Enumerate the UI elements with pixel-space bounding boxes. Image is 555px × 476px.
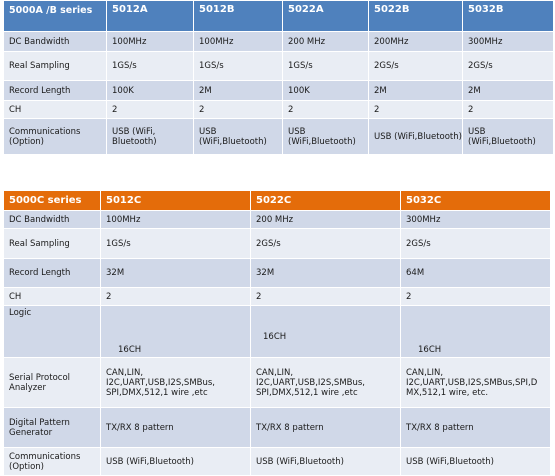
logic-channels: 16CH xyxy=(263,331,287,342)
table-cell: 2GS/s xyxy=(250,228,401,259)
table-header-row: 5000C series 5012C 5022C 5032C xyxy=(3,190,551,211)
header-cell-model: 5032C xyxy=(400,190,551,211)
header-cell-model: 5012B xyxy=(193,0,283,32)
header-cell-model: 5032B xyxy=(462,0,554,32)
table-row: DC Bandwidth 100MHz 100MHz 200 MHz 200MH… xyxy=(3,31,554,52)
table-5000ab-series: 5000A /B series 5012A 5012B 5022A 5022B … xyxy=(3,0,554,155)
table-cell: 2M xyxy=(368,80,463,101)
header-cell-series: 5000A /B series xyxy=(3,0,107,32)
table-row: Record Length 100K 2M 100K 2M 2M xyxy=(3,80,554,101)
row-label: Real Sampling xyxy=(3,228,101,259)
table-cell: TX/RX 8 pattern xyxy=(250,407,401,448)
table-cell: 200 MHz xyxy=(282,31,369,52)
table-row: Communications (Option) USB (WiFi,Blueto… xyxy=(3,447,551,476)
table-cell: USB (WiFi,Bluetooth) xyxy=(368,118,463,155)
row-label: Communications (Option) xyxy=(3,447,101,476)
table-cell: USB (WiFi,Bluetooth) xyxy=(250,447,401,476)
table-cell: 100K xyxy=(106,80,194,101)
table-cell: 16CH xyxy=(100,305,251,358)
table-cell: 100MHz xyxy=(106,31,194,52)
table-cell: 300MHz xyxy=(462,31,554,52)
table-cell: 100MHz xyxy=(193,31,283,52)
table-row: Logic 16CH 16CH 16CH xyxy=(3,305,551,358)
row-label: Record Length xyxy=(3,258,101,288)
table-cell: 16CH xyxy=(250,305,401,358)
table-row: Communications (Option) USB (WiFi, Bluet… xyxy=(3,118,554,155)
table-row: Record Length 32M 32M 64M xyxy=(3,258,551,288)
table-cell: 2 xyxy=(193,100,283,119)
row-label: Record Length xyxy=(3,80,107,101)
logic-channels: 16CH xyxy=(118,345,142,355)
table-row: Serial Protocol Analyzer CAN,LIN, I2C,UA… xyxy=(3,357,551,408)
row-label: CH xyxy=(3,287,101,306)
table-cell: 2 xyxy=(106,100,194,119)
table-cell: 2 xyxy=(462,100,554,119)
table-5000c-series: 5000C series 5012C 5022C 5032C DC Bandwi… xyxy=(3,190,551,476)
table-row: Digital Pattern Generator TX/RX 8 patter… xyxy=(3,407,551,448)
table-cell: 1GS/s xyxy=(193,51,283,81)
table-cell: 200MHz xyxy=(368,31,463,52)
table-cell: 2GS/s xyxy=(368,51,463,81)
table-cell: 2M xyxy=(462,80,554,101)
table-cell: 2 xyxy=(100,287,251,306)
row-label: Digital Pattern Generator xyxy=(3,407,101,448)
table-cell: 300MHz xyxy=(400,210,551,229)
table-cell: CAN,LIN, I2C,UART,USB,I2S,SMBus, SPI,DMX… xyxy=(100,357,251,408)
row-label: CH xyxy=(3,100,107,119)
table-cell: 2GS/s xyxy=(462,51,554,81)
table-cell: USB (WiFi,Bluetooth) xyxy=(282,118,369,155)
row-label: Serial Protocol Analyzer xyxy=(3,357,101,408)
table-cell: 2GS/s xyxy=(400,228,551,259)
table-cell: USB (WiFi,Bluetooth) xyxy=(462,118,554,155)
table-cell: 1GS/s xyxy=(100,228,251,259)
table-cell: TX/RX 8 pattern xyxy=(400,407,551,448)
row-label: Real Sampling xyxy=(3,51,107,81)
table-cell: 100MHz xyxy=(100,210,251,229)
table-cell: 64M xyxy=(400,258,551,288)
header-cell-model: 5022A xyxy=(282,0,369,32)
table-cell: 200 MHz xyxy=(250,210,401,229)
table-cell: TX/RX 8 pattern xyxy=(100,407,251,448)
table-cell: 2 xyxy=(368,100,463,119)
row-label: Communications (Option) xyxy=(3,118,107,155)
table-cell: 2M xyxy=(193,80,283,101)
table-row: CH 2 2 2 2 2 xyxy=(3,100,554,119)
header-cell-model: 5022C xyxy=(250,190,401,211)
table-cell: USB (WiFi,Bluetooth) xyxy=(193,118,283,155)
table-cell: 1GS/s xyxy=(106,51,194,81)
row-label: DC Bandwidth xyxy=(3,31,107,52)
table-row: Real Sampling 1GS/s 1GS/s 1GS/s 2GS/s 2G… xyxy=(3,51,554,81)
table-cell: 2 xyxy=(282,100,369,119)
table-cell: USB (WiFi, Bluetooth) xyxy=(106,118,194,155)
header-cell-model: 5012A xyxy=(106,0,194,32)
header-cell-model: 5012C xyxy=(100,190,251,211)
table-cell: 1GS/s xyxy=(282,51,369,81)
table-row: DC Bandwidth 100MHz 200 MHz 300MHz xyxy=(3,210,551,229)
table-row: CH 2 2 2 xyxy=(3,287,551,306)
table-cell: 2 xyxy=(400,287,551,306)
row-label: DC Bandwidth xyxy=(3,210,101,229)
logic-channels: 16CH xyxy=(418,345,442,355)
table-cell: 16CH xyxy=(400,305,551,358)
table-cell: CAN,LIN, I2C,UART,USB,I2S,SMBus,SPI,D MX… xyxy=(400,357,551,408)
table-cell: CAN,LIN, I2C,UART,USB,I2S,SMBus, SPI,DMX… xyxy=(250,357,401,408)
header-cell-series: 5000C series xyxy=(3,190,101,211)
row-label: Logic xyxy=(3,305,101,358)
table-cell: 2 xyxy=(250,287,401,306)
table-cell: 32M xyxy=(100,258,251,288)
table-header-row: 5000A /B series 5012A 5012B 5022A 5022B … xyxy=(3,0,554,32)
table-cell: USB (WiFi,Bluetooth) xyxy=(400,447,551,476)
table-cell: USB (WiFi,Bluetooth) xyxy=(100,447,251,476)
table-cell: 100K xyxy=(282,80,369,101)
header-cell-model: 5022B xyxy=(368,0,463,32)
table-cell: 32M xyxy=(250,258,401,288)
table-row: Real Sampling 1GS/s 2GS/s 2GS/s xyxy=(3,228,551,259)
